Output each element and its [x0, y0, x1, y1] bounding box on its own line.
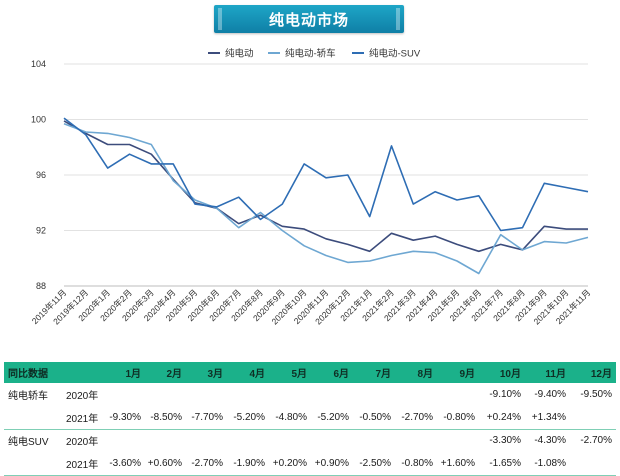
y-tick-label: 100: [31, 115, 46, 125]
table-cell: [570, 406, 616, 430]
series-line-2: [63, 117, 589, 232]
table-row: 2021年 -3.60% +0.60% -2.70% -1.90% +0.20% +0.90…: [4, 452, 616, 476]
table-cell: [104, 383, 145, 406]
row-year: 2020年: [66, 437, 99, 449]
table-cell: -4.80%: [269, 406, 311, 430]
row-category: [4, 452, 64, 476]
table-cell: -2.70%: [580, 435, 612, 447]
y-tick-label: 96: [36, 170, 46, 180]
table-cell: -8.50%: [145, 406, 186, 430]
month-header: 7月: [375, 369, 391, 380]
y-tick-label: 92: [36, 226, 46, 236]
month-header: 1月: [125, 369, 141, 380]
table-cell: -9.30%: [104, 406, 145, 430]
table-cell: -2.70%: [395, 406, 437, 430]
table-cell: -9.40%: [534, 389, 566, 400]
table-cell: -5.20%: [227, 406, 269, 430]
row-category: [4, 406, 64, 430]
table-cell: [186, 429, 227, 452]
table-cell: [570, 452, 616, 476]
table-cell: [311, 429, 353, 452]
yoy-table-wrap: 同比数据 1月 2月 3月 4月 5月 6月 7月 8月 9月 10月 11月 12月 纯电轿车 202…: [4, 362, 616, 476]
month-header: 11月: [545, 369, 566, 380]
table-cell: [145, 383, 186, 406]
table-cell: -0.80%: [437, 406, 479, 430]
table-cell: +0.24%: [479, 406, 525, 430]
table-cell: -4.30%: [534, 435, 566, 447]
month-header: 8月: [417, 369, 433, 380]
y-tick-label: 88: [36, 281, 46, 291]
row-category: 纯电SUV: [8, 437, 49, 449]
table-cell: [227, 429, 269, 452]
table-header-label: 同比数据: [8, 369, 48, 380]
table-cell: [437, 383, 479, 406]
table-cell: -3.30%: [489, 435, 521, 447]
table-row: 纯电SUV 2020年 -3.30% -4.30% -2.70%: [4, 429, 616, 452]
series-line-0: [63, 120, 588, 253]
month-header: 4月: [249, 369, 265, 380]
table-cell: -9.10%: [489, 389, 521, 400]
table-cell: -7.70%: [186, 406, 227, 430]
month-header: 9月: [459, 369, 475, 380]
month-header: 3月: [207, 369, 223, 380]
table-cell: -1.90%: [227, 452, 269, 476]
table-cell: +1.34%: [525, 406, 570, 430]
line-chart: 8892961001042019年11月2019年12月2020年1月2020年…: [30, 48, 593, 327]
month-header: 2月: [166, 369, 182, 380]
month-header: 12月: [590, 369, 612, 380]
row-category: 纯电轿车: [8, 391, 48, 402]
table-cell: -9.50%: [580, 389, 612, 400]
series-line-1: [63, 122, 589, 275]
table-cell: [269, 429, 311, 452]
table-cell: +1.60%: [437, 452, 479, 476]
table-cell: -2.70%: [186, 452, 227, 476]
table-cell: -1.65%: [479, 452, 525, 476]
table-cell: +0.20%: [269, 452, 311, 476]
table-cell: [311, 383, 353, 406]
legend-label: 纯电动: [225, 48, 254, 60]
table-cell: [227, 383, 269, 406]
table-row: 2021年 -9.30% -8.50% -7.70% -5.20% -4.80% -5.20…: [4, 406, 616, 430]
chart-title: 纯电动市场: [268, 11, 349, 29]
legend-item-2: 纯电动-SUV: [352, 48, 421, 60]
month-header: 6月: [333, 369, 349, 380]
table-cell: [395, 429, 437, 452]
table-cell: [269, 383, 311, 406]
table-cell: -2.50%: [353, 452, 395, 476]
chart-title-badge: 纯电动市场: [214, 5, 404, 33]
y-tick-label: 104: [31, 59, 46, 69]
row-year: 2020年: [66, 391, 99, 402]
table-cell: [186, 383, 227, 406]
table-cell: +0.60%: [145, 452, 186, 476]
month-header: 5月: [291, 369, 307, 380]
table-header-row: 同比数据 1月 2月 3月 4月 5月 6月 7月 8月 9月 10月 11月 12月: [4, 362, 616, 383]
table-cell: -1.08%: [525, 452, 570, 476]
row-year: 2021年: [64, 406, 104, 430]
table-cell: [353, 429, 395, 452]
table-row: 纯电轿车 2020年 -9.10% -9.40% -9.50%: [4, 383, 616, 406]
legend-label: 纯电动-SUV: [369, 48, 421, 60]
legend-label: 纯电动-轿车: [285, 48, 336, 60]
table-body: 纯电轿车 2020年 -9.10% -9.40% -9.50% 2021年 -9.30% -8…: [4, 383, 616, 476]
table-cell: -5.20%: [311, 406, 353, 430]
table-cell: [395, 383, 437, 406]
table-cell: [104, 429, 145, 452]
table-cell: -3.60%: [104, 452, 145, 476]
yoy-table: 同比数据 1月 2月 3月 4月 5月 6月 7月 8月 9月 10月 11月 12月 纯电轿车 202…: [4, 362, 616, 476]
row-year: 2021年: [64, 452, 104, 476]
month-header: 10月: [499, 369, 521, 380]
table-cell: [145, 429, 186, 452]
table-cell: +0.90%: [311, 452, 353, 476]
table-cell: [353, 383, 395, 406]
table-cell: [437, 429, 479, 452]
table-cell: -0.50%: [353, 406, 395, 430]
legend-item-0: 纯电动: [208, 48, 254, 60]
legend-item-1: 纯电动-轿车: [268, 48, 336, 60]
table-cell: -0.80%: [395, 452, 437, 476]
